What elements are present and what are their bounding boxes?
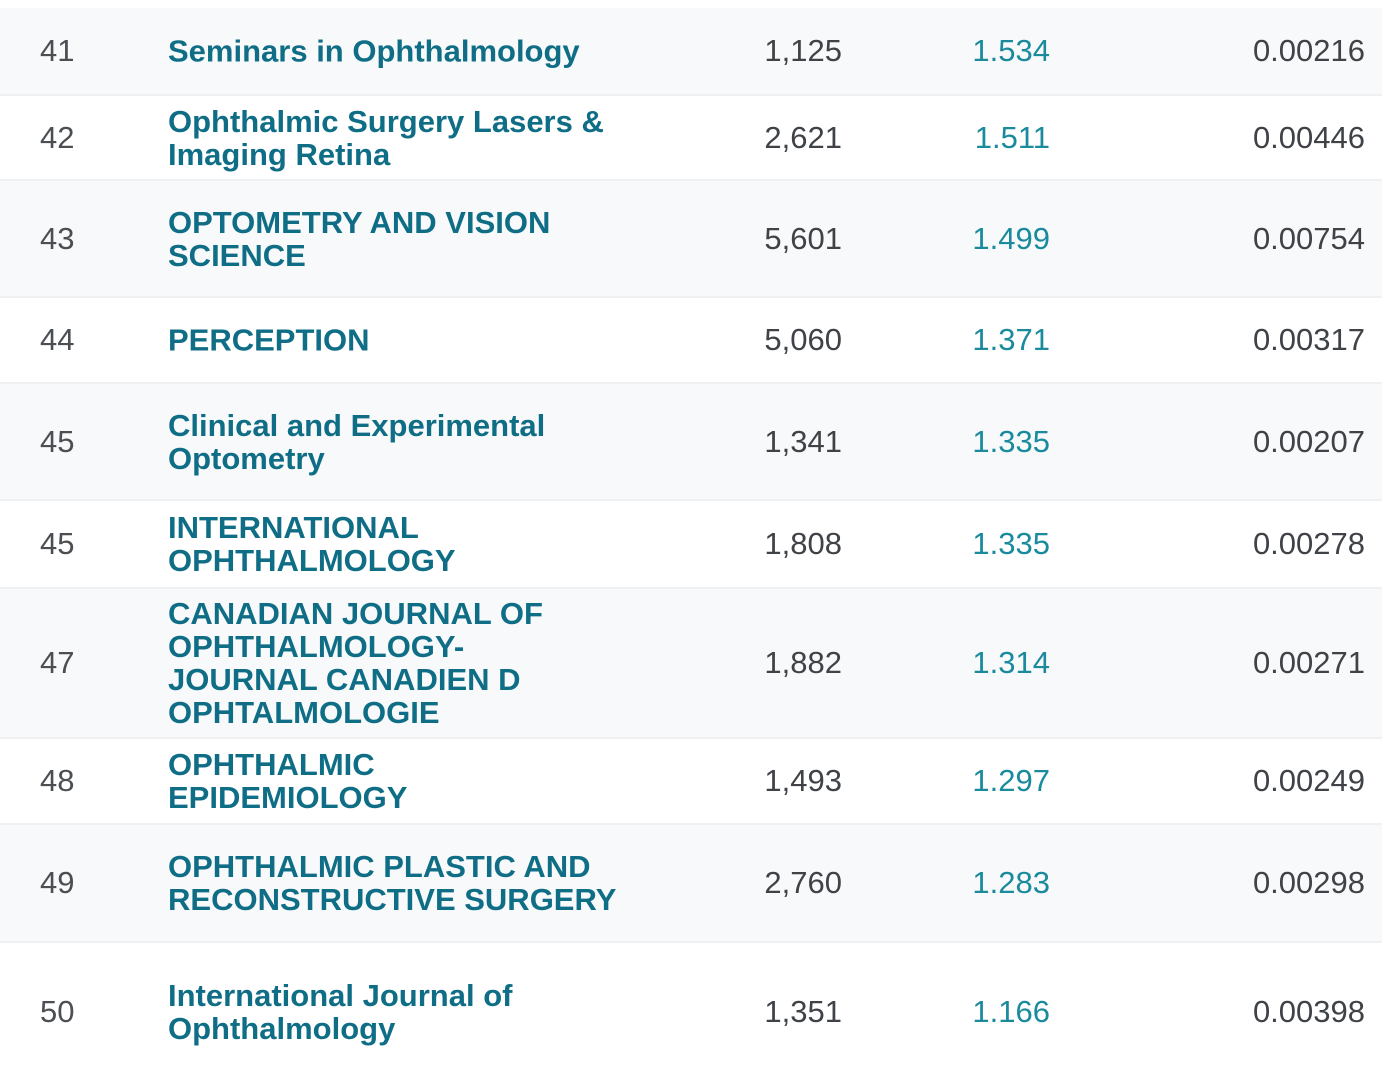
impact-factor-cell: 1.511 <box>974 119 1050 155</box>
impact-factor-cell: 1.335 <box>972 423 1050 459</box>
journal-title-link[interactable]: Ophthalmic Surgery Lasers & Imaging Reti… <box>168 103 604 172</box>
rank-cell: 50 <box>40 993 75 1029</box>
eigenfactor-cell: 0.00398 <box>1252 993 1365 1029</box>
impact-factor-cell: 1.297 <box>972 763 1050 798</box>
table-row: 49 OPHTHALMIC PLASTIC AND RECONSTRUCTIVE… <box>0 825 1382 943</box>
total-cites-cell: 1,125 <box>764 33 842 68</box>
impact-factor-cell: 1.314 <box>972 645 1050 680</box>
table-row: 45 INTERNATIONAL OPHTHALMOLOGY 1,808 1.3… <box>0 501 1382 589</box>
total-cites-cell: 2,621 <box>764 119 842 155</box>
eigenfactor-cell: 0.00446 <box>1252 119 1365 155</box>
eigenfactor-cell: 0.00216 <box>1252 33 1365 68</box>
eigenfactor-cell: 0.00298 <box>1252 865 1365 900</box>
journal-title-link[interactable]: CANADIAN JOURNAL OF OPHTHALMOLOGY-JOURNA… <box>168 596 543 730</box>
total-cites-cell: 5,601 <box>764 220 842 256</box>
rank-cell: 41 <box>40 33 75 68</box>
journal-title-link[interactable]: International Journal of Ophthalmology <box>168 977 513 1046</box>
eigenfactor-cell: 0.00317 <box>1252 322 1365 357</box>
journal-title-link[interactable]: Seminars in Ophthalmology <box>168 33 580 69</box>
journal-title-link[interactable]: OPTOMETRY AND VISION SCIENCE <box>168 204 551 273</box>
journal-title-link[interactable]: PERCEPTION <box>168 322 370 358</box>
eigenfactor-cell: 0.00278 <box>1252 526 1365 561</box>
rank-cell: 45 <box>40 526 75 561</box>
eigenfactor-cell: 0.00249 <box>1252 763 1365 798</box>
eigenfactor-cell: 0.00207 <box>1252 423 1365 459</box>
rank-cell: 45 <box>40 423 75 459</box>
rank-cell: 44 <box>40 322 75 357</box>
eigenfactor-cell: 0.00754 <box>1252 220 1365 256</box>
journal-title-link[interactable]: OPHTHALMIC EPIDEMIOLOGY <box>168 747 408 815</box>
rank-cell: 42 <box>40 119 75 155</box>
total-cites-cell: 1,493 <box>764 763 842 798</box>
impact-factor-cell: 1.166 <box>972 993 1050 1029</box>
table-row: 48 OPHTHALMIC EPIDEMIOLOGY 1,493 1.297 0… <box>0 739 1382 825</box>
table-row: 50 International Journal of Ophthalmolog… <box>0 943 1382 1080</box>
total-cites-cell: 1,882 <box>764 645 842 680</box>
impact-factor-cell: 1.335 <box>972 526 1050 561</box>
rank-cell: 48 <box>40 763 75 798</box>
impact-factor-cell: 1.499 <box>972 220 1050 256</box>
journal-title-link[interactable]: INTERNATIONAL OPHTHALMOLOGY <box>168 510 456 578</box>
table-row: 47 CANADIAN JOURNAL OF OPHTHALMOLOGY-JOU… <box>0 589 1382 739</box>
rank-cell: 49 <box>40 865 75 900</box>
journal-title-link[interactable]: OPHTHALMIC PLASTIC AND RECONSTRUCTIVE SU… <box>168 849 617 917</box>
eigenfactor-cell: 0.00271 <box>1252 645 1365 680</box>
table-row: 42 Ophthalmic Surgery Lasers & Imaging R… <box>0 96 1382 181</box>
table-row: 41 Seminars in Ophthalmology 1,125 1.534… <box>0 8 1382 96</box>
impact-factor-cell: 1.283 <box>972 865 1050 900</box>
table-row: 43 OPTOMETRY AND VISION SCIENCE 5,601 1.… <box>0 181 1382 298</box>
total-cites-cell: 5,060 <box>764 322 842 357</box>
total-cites-cell: 1,808 <box>764 526 842 561</box>
rank-cell: 43 <box>40 220 75 256</box>
impact-factor-cell: 1.534 <box>972 33 1050 68</box>
table-row: 44 PERCEPTION 5,060 1.371 0.00317 <box>0 298 1382 384</box>
journal-title-link[interactable]: Clinical and Experimental Optometry <box>168 407 546 476</box>
table-row: 45 Clinical and Experimental Optometry 1… <box>0 384 1382 501</box>
total-cites-cell: 2,760 <box>764 865 842 900</box>
impact-factor-cell: 1.371 <box>972 322 1050 357</box>
journal-ranking-table: 41 Seminars in Ophthalmology 1,125 1.534… <box>0 8 1382 1080</box>
rank-cell: 47 <box>40 645 75 680</box>
total-cites-cell: 1,351 <box>764 993 842 1029</box>
total-cites-cell: 1,341 <box>764 423 842 459</box>
